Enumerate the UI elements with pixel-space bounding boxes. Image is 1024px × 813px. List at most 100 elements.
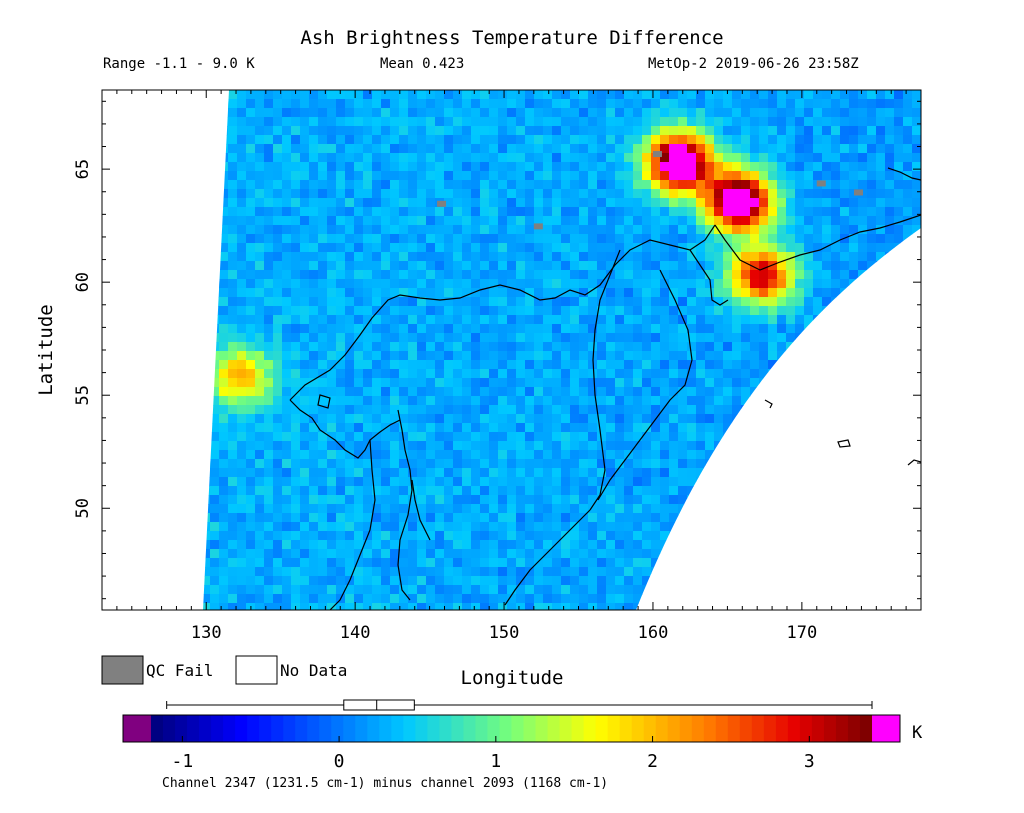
colorbar-segment (343, 715, 356, 742)
colorbar-segment (583, 715, 597, 742)
colorbar-segment (487, 715, 501, 742)
colorbar-segment (535, 715, 549, 742)
colorbar-segment (595, 715, 609, 742)
colorbar-segment (211, 715, 224, 742)
island-small (317, 394, 331, 409)
heatmap-cells (203, 90, 921, 610)
colorbar-segment (463, 715, 477, 742)
kurils-kamchatka (411, 479, 431, 541)
colorbar-segment (439, 715, 453, 742)
source-text: MetOp-2 2019-06-26 23:58Z (648, 56, 859, 72)
coastlines (289, 167, 921, 610)
colorbar-segment (679, 715, 693, 742)
colorbar-segment (391, 715, 404, 742)
colorbar-segment (643, 715, 657, 742)
kamchatka-west (589, 249, 621, 511)
x-tick-label: 130 (191, 623, 222, 643)
chart-title: Ash Brightness Temperature Difference (300, 27, 724, 49)
colorbar-segment (559, 715, 573, 742)
kamchatka-east (597, 269, 693, 501)
y-axis: 50 55 60 65 (73, 100, 921, 600)
colorbar-segment (379, 715, 392, 742)
colorbar-tick-label: 0 (334, 751, 345, 772)
qc-fail-pixel (652, 151, 662, 158)
colorbar-segment (667, 715, 681, 742)
colorbar-segment (451, 715, 465, 742)
x-axis: 130 140 150 160 170 (101, 90, 922, 643)
colorbar-segment (727, 715, 741, 742)
y-tick-label: 50 (73, 498, 93, 518)
colorbar-segment (151, 715, 164, 742)
coastline-okhotsk-west (289, 399, 401, 459)
colorbar-segment (307, 715, 320, 742)
colorbar-segment (499, 715, 513, 742)
y-tick-label: 65 (73, 159, 93, 179)
colorbar-segment (187, 715, 200, 742)
colorbar-segment (235, 715, 248, 742)
colorbar-segment (163, 715, 176, 742)
mean-text: Mean 0.423 (380, 56, 465, 72)
x-tick-label: 160 (638, 623, 669, 643)
qc-fail-pixel (437, 200, 447, 207)
no-data-swatch (235, 655, 278, 685)
colorbar-segment (175, 715, 188, 742)
colorbar-segment (523, 715, 537, 742)
colorbar-segment (631, 715, 645, 742)
colorbar: -1 0 1 2 3 (122, 714, 901, 772)
range-text: Range -1.1 - 9.0 K (103, 56, 255, 72)
colorbar-segment (295, 715, 308, 742)
island-east (837, 439, 851, 448)
distribution-boxplot (166, 699, 873, 711)
colorbar-tick-label: -1 (172, 751, 194, 772)
colorbar-segment (847, 715, 861, 742)
x-tick-label: 170 (787, 623, 818, 643)
colorbar-segment (703, 715, 717, 742)
coastline-west (289, 224, 716, 401)
colorbar-segment (739, 715, 753, 742)
colorbar-segment (283, 715, 296, 742)
coastline-ne (714, 214, 921, 271)
colorbar-segment (763, 715, 777, 742)
colorbar-tick-label: 3 (804, 751, 815, 772)
colorbar-low-saturation (123, 715, 151, 742)
qc-fail-swatch (101, 655, 144, 685)
colorbar-segment (859, 715, 873, 742)
x-tick-label: 150 (489, 623, 520, 643)
legend-qc-fail: QC Fail (101, 655, 213, 685)
colorbar-segment (427, 715, 440, 742)
colorbar-tick-label: 1 (490, 751, 501, 772)
colorbar-segment (415, 715, 428, 742)
colorbar-segment (691, 715, 705, 742)
colorbar-segment (799, 715, 813, 742)
colorbar-segment (331, 715, 344, 742)
legend-no-data: No Data (235, 655, 347, 685)
colorbar-segment (787, 715, 801, 742)
colorbar-segment (475, 715, 489, 742)
qc-fail-pixel (853, 189, 863, 196)
qc-fail-pixel (816, 180, 826, 187)
no-data-label: No Data (280, 661, 347, 680)
colorbar-label: Channel 2347 (1231.5 cm-1) minus channel… (162, 776, 608, 791)
colorbar-segment (715, 715, 729, 742)
island-ne (887, 167, 921, 181)
qc-fail-label: QC Fail (146, 661, 213, 680)
sakhalin (397, 409, 413, 601)
colorbar-segment (607, 715, 621, 742)
colorbar-segment (223, 715, 236, 742)
colorbar-segment (811, 715, 825, 742)
x-tick-label: 140 (340, 623, 371, 643)
bay-inlet (689, 249, 729, 306)
colorbar-segment (199, 715, 212, 742)
y-tick-label: 55 (73, 385, 93, 405)
colorbar-segment (355, 715, 368, 742)
colorbar-segment (259, 715, 272, 742)
colorbar-segment (823, 715, 837, 742)
colorbar-segment (511, 715, 525, 742)
x-axis-label: Longitude (461, 667, 564, 689)
colorbar-segment (571, 715, 585, 742)
y-tick-label: 60 (73, 272, 93, 292)
y-axis-label: Latitude (35, 304, 57, 396)
kurils (504, 509, 591, 606)
colorbar-segment (775, 715, 789, 742)
